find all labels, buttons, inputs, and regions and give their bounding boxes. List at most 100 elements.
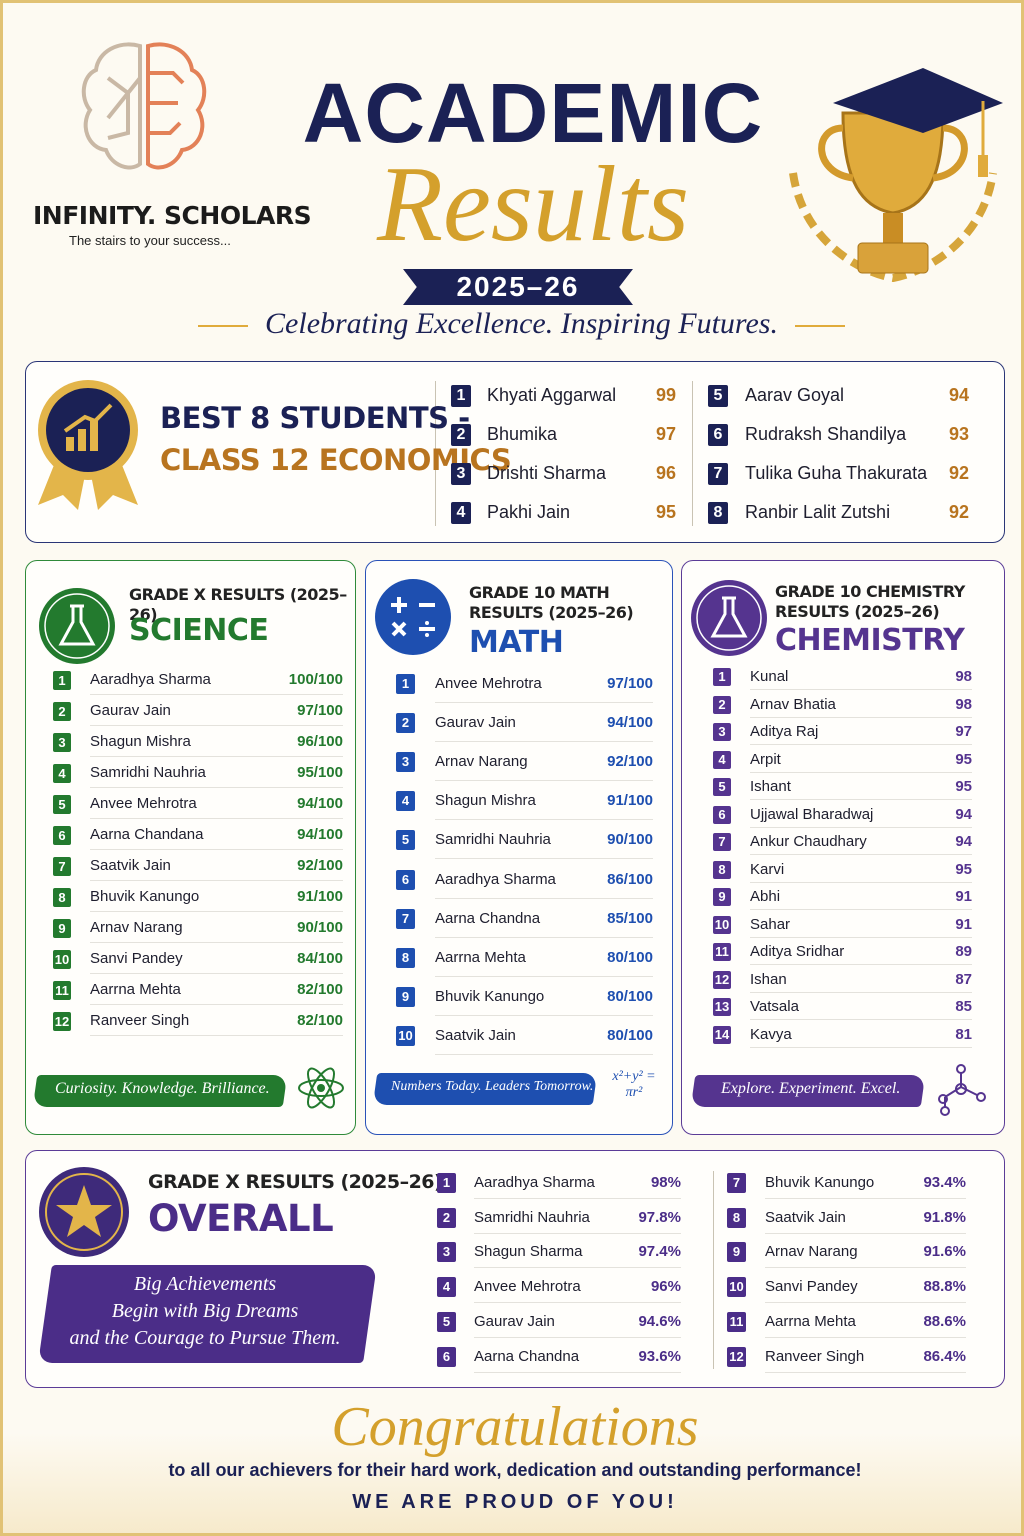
row-separator	[765, 1198, 966, 1199]
rank-badge: 7	[713, 833, 731, 851]
row-separator	[474, 1232, 681, 1234]
row-separator	[750, 854, 972, 855]
student-score: 95	[955, 778, 972, 795]
row-separator	[765, 1302, 966, 1304]
student-name: Saatvik Jain	[90, 857, 171, 874]
rank-badge: 8	[713, 860, 731, 879]
student-score: 92	[948, 502, 969, 523]
student-score: 99	[655, 385, 676, 406]
student-name: Aarna Chandana	[90, 826, 204, 843]
footer-band	[3, 1433, 1021, 1533]
rank-badge: 4	[451, 502, 471, 524]
rank-badge: 2	[451, 424, 471, 446]
student-name: Tulika Guha Thakurata	[745, 463, 928, 484]
math-subject: MATH	[469, 625, 564, 660]
rank-badge: 10	[396, 1025, 415, 1046]
student-name: Shagun Mishra	[90, 733, 191, 750]
rank-badge: 1	[713, 668, 731, 686]
row-separator	[750, 716, 972, 718]
row-separator	[765, 1232, 966, 1234]
rank-badge: 8	[708, 502, 728, 524]
divider	[713, 1171, 714, 1369]
congratulations: Congratulations	[331, 1396, 699, 1458]
science-motto: Curiosity. Knowledge. Brilliance.	[55, 1080, 270, 1097]
student-name: Sanvi Pandey	[765, 1278, 858, 1296]
student-score: 87	[955, 970, 972, 988]
subtitle: Celebrating Excellence. Inspiring Future…	[265, 307, 778, 340]
rank-badge: 7	[396, 908, 415, 929]
row-separator	[750, 799, 972, 800]
student-name: Aarna Chandna	[435, 909, 541, 927]
student-score: 89	[955, 943, 972, 960]
science-subject: SCIENCE	[129, 613, 269, 648]
student-name: Aarna Chandna	[474, 1347, 580, 1365]
student-name: Ishan	[750, 970, 787, 988]
rank-badge: 3	[396, 752, 415, 773]
student-name: Gaurav Jain	[90, 702, 171, 719]
row-separator	[435, 897, 653, 899]
rank-badge: 6	[713, 805, 731, 824]
rank-badge: 8	[396, 947, 415, 968]
student-score: 85	[955, 998, 972, 1015]
student-name: Aarrna Mehta	[90, 981, 181, 998]
student-name: Samridhi Nauhria	[90, 764, 206, 781]
student-score: 97.8%	[638, 1208, 681, 1226]
rank-badge: 11	[727, 1311, 746, 1332]
student-score: 94	[948, 385, 969, 406]
student-score: 82/100	[297, 981, 343, 998]
student-name: Ranbir Lalit Zutshi	[745, 502, 891, 523]
student-score: 96	[655, 463, 676, 484]
chemistry-subject: CHEMISTRY	[775, 623, 965, 658]
student-name: Khyati Aggarwal	[487, 385, 617, 406]
molecule-icon	[938, 1064, 986, 1116]
student-score: 97/100	[297, 702, 343, 719]
student-name: Sahar	[750, 915, 791, 933]
student-score: 97	[655, 424, 676, 445]
student-score: 97	[955, 723, 972, 740]
atom-icon	[298, 1067, 344, 1109]
row-separator	[750, 826, 972, 828]
rank-badge: 1	[437, 1173, 456, 1193]
chemistry-panel	[681, 560, 1005, 1135]
rank-badge: 10	[713, 915, 731, 934]
rank-badge: 5	[437, 1311, 456, 1332]
year: 2025–26	[456, 271, 580, 302]
row-separator	[90, 942, 343, 943]
student-name: Bhuvik Kanungo	[90, 888, 200, 905]
student-name: Rudraksh Shandilya	[745, 424, 907, 445]
row-separator	[750, 936, 972, 938]
student-score: 86/100	[607, 870, 653, 888]
row-separator	[435, 741, 653, 743]
row-separator	[750, 1019, 972, 1020]
rank-badge: 11	[53, 980, 71, 1000]
student-name: Bhumika	[487, 424, 558, 445]
student-score: 86.4%	[923, 1347, 966, 1365]
divider	[692, 381, 693, 526]
student-name: Vatsala	[750, 998, 799, 1015]
row-separator	[90, 756, 343, 757]
rank-badge: 4	[396, 791, 415, 812]
student-name: Sanvi Pandey	[90, 950, 183, 967]
student-score: 84/100	[297, 950, 343, 967]
student-name: Anvee Mehrotra	[90, 795, 197, 812]
rank-badge: 4	[437, 1277, 456, 1298]
rank-badge: 14	[713, 1025, 731, 1044]
rank-badge: 1	[53, 670, 71, 690]
rank-badge: 5	[708, 385, 728, 407]
student-name: Samridhi Nauhria	[435, 831, 551, 849]
footer-message: to all our achievers for their hard work…	[168, 1460, 862, 1480]
quote-line: Big Achievements	[133, 1273, 277, 1295]
best8-panel	[25, 361, 1005, 543]
overall-caption: GRADE X RESULTS (2025–26)	[148, 1171, 443, 1193]
rank-badge: 1	[451, 385, 471, 407]
rank-badge: 12	[727, 1346, 746, 1367]
row-separator	[765, 1267, 966, 1269]
student-score: 100/100	[288, 671, 343, 688]
rank-badge: 4	[713, 750, 731, 769]
student-score: 98	[955, 668, 972, 685]
rank-badge: 6	[437, 1346, 456, 1367]
row-separator	[90, 1004, 343, 1005]
rank-badge: 7	[53, 856, 71, 876]
math-icon	[375, 579, 451, 655]
